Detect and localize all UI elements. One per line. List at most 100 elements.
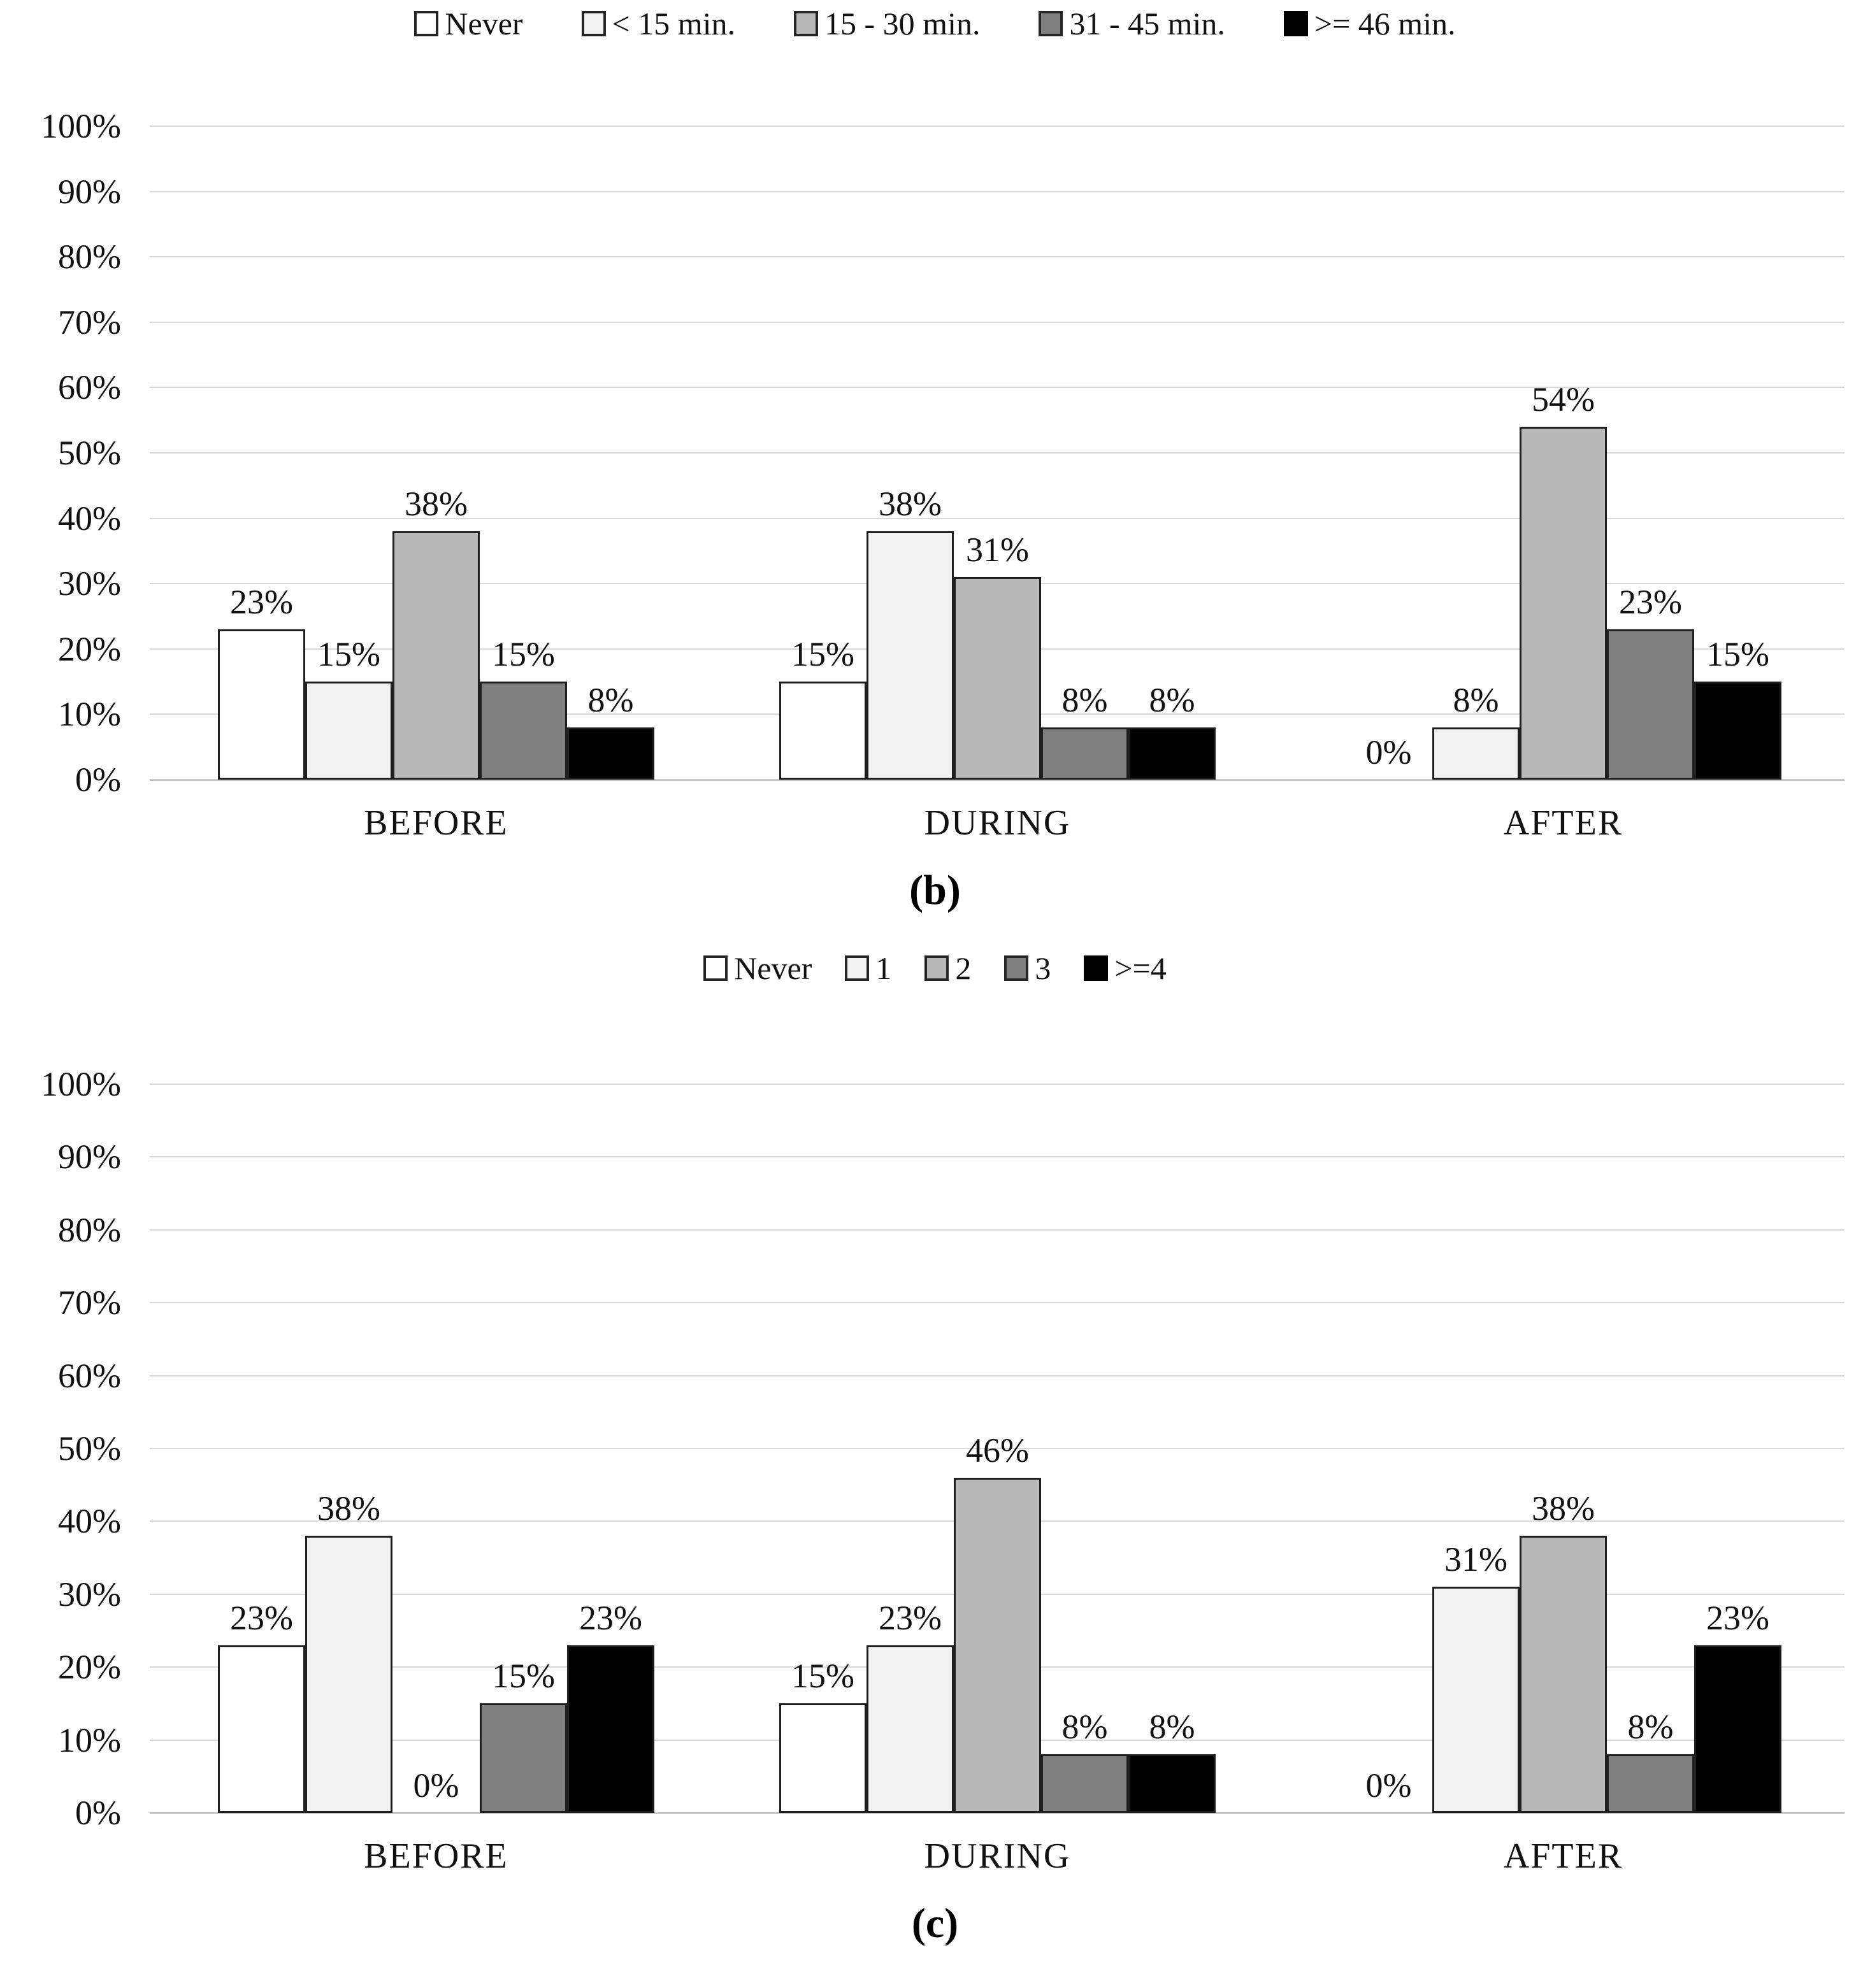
bar-during-series-0 <box>779 682 867 780</box>
chart-c-caption: (c) <box>911 1900 959 1947</box>
bar-after-series-3 <box>1607 629 1694 780</box>
bar-value-label: 8% <box>1627 1708 1674 1746</box>
legend-item-never: Never <box>414 5 523 42</box>
y-axis-tick-label: 60% <box>58 368 121 406</box>
bar-before-series-0 <box>218 629 305 780</box>
y-axis-tick-label: 100% <box>41 1065 121 1103</box>
y-axis-tick-label: 20% <box>58 630 121 668</box>
y-axis-tick-label: 60% <box>58 1357 121 1395</box>
gridline <box>150 452 1845 454</box>
bar-during-series-4 <box>1128 1754 1216 1813</box>
bar-after-series-2 <box>1520 1536 1607 1813</box>
y-axis-tick-label: 40% <box>58 499 121 538</box>
bar-value-label: 31% <box>966 531 1029 569</box>
chart-c-plot-area: 100% 90% 80% 70% 60% 50% 40% 30% 20% 10% 0% 23% 38% 0… <box>41 1065 1845 1875</box>
legend-label: 15 - 30 min. <box>824 6 981 41</box>
gridline <box>150 191 1845 192</box>
chart-c-legend: Never 1 2 3 >=4 <box>0 950 1870 987</box>
x-axis-category-label-after: AFTER <box>1503 803 1623 843</box>
gridline <box>150 322 1845 323</box>
gridline <box>150 1302 1845 1303</box>
bar-value-label: 8% <box>1061 681 1108 719</box>
legend-item-3: 3 <box>1004 950 1051 987</box>
y-axis-tick-label: 0% <box>75 1794 121 1832</box>
bar-before-series-3 <box>480 1703 567 1813</box>
y-axis-tick-label: 50% <box>58 434 121 472</box>
bar-before-series-4 <box>567 727 654 780</box>
bar-during-series-3 <box>1041 1754 1128 1813</box>
chart-b-plot-wrap: 100% 90% 80% 70% 60% 50% 40% 30% 20% 10% 0% 23% 15% 3… <box>41 107 1845 856</box>
bar-value-label: 15% <box>317 635 380 673</box>
x-axis-category-label-before: BEFORE <box>364 1836 508 1876</box>
gridline <box>150 1448 1845 1449</box>
bar-before-series-2 <box>392 531 480 780</box>
legend-item-2: 2 <box>924 950 971 987</box>
gridline <box>150 1156 1845 1157</box>
gridline <box>150 1083 1845 1085</box>
gridline <box>150 1229 1845 1231</box>
legend-swatch-icon <box>1039 11 1063 36</box>
bar-value-label: 31% <box>1444 1540 1507 1578</box>
x-axis-category-label-during: DURING <box>924 803 1071 843</box>
gridline <box>150 387 1845 388</box>
y-axis-tick-label: 70% <box>58 303 121 341</box>
legend-label: Never <box>445 6 523 41</box>
bar-value-label: 15% <box>791 1657 854 1695</box>
bar-before-series-3 <box>480 682 567 780</box>
legend-label: 1 <box>875 950 892 986</box>
y-axis-tick-label: 50% <box>58 1429 121 1468</box>
bar-before-series-0 <box>218 1645 305 1813</box>
legend-label: < 15 min. <box>612 6 736 41</box>
bar-before-series-4 <box>567 1645 654 1813</box>
bar-after-series-2 <box>1520 427 1607 780</box>
bar-during-series-2 <box>954 577 1041 780</box>
bar-value-label: 23% <box>1619 583 1682 621</box>
y-axis-tick-label: 80% <box>58 1211 121 1249</box>
bar-value-label: 23% <box>1706 1599 1769 1637</box>
bar-value-label: 0% <box>1365 733 1412 771</box>
bar-value-label: 38% <box>1532 1489 1595 1527</box>
chart-b-caption: (b) <box>909 867 961 913</box>
y-axis-tick-label: 70% <box>58 1284 121 1322</box>
y-axis-tick-label: 20% <box>58 1648 121 1686</box>
bar-value-label: 38% <box>879 485 942 523</box>
bar-value-label: 8% <box>1453 681 1499 719</box>
chart-b-plot-area: 100% 90% 80% 70% 60% 50% 40% 30% 20% 10% 0% 23% 15% 3… <box>41 107 1845 842</box>
bar-value-label: 0% <box>1365 1766 1412 1805</box>
legend-item-31-45-min-: 31 - 45 min. <box>1039 5 1225 42</box>
legend-swatch-icon <box>581 11 606 36</box>
bar-value-label: 38% <box>405 485 468 523</box>
bar-value-label: 23% <box>579 1599 642 1637</box>
chart-b-legend: Never < 15 min. 15 - 30 min. 31 - 45 min. >=… <box>0 5 1870 42</box>
bar-value-label: 23% <box>230 1599 293 1637</box>
y-axis-tick-label: 80% <box>58 238 121 276</box>
y-axis-tick-label: 100% <box>41 107 121 145</box>
y-axis-tick-label: 10% <box>58 1721 121 1759</box>
gridline <box>150 1375 1845 1377</box>
bar-after-series-3 <box>1607 1754 1694 1813</box>
bar-value-label: 23% <box>879 1599 942 1637</box>
bar-value-label: 38% <box>317 1489 380 1527</box>
x-axis-category-label-before: BEFORE <box>364 803 508 843</box>
bar-after-series-1 <box>1432 1587 1520 1813</box>
bar-after-series-4 <box>1694 682 1781 780</box>
bar-value-label: 15% <box>492 635 555 673</box>
legend-swatch-icon <box>414 11 439 36</box>
legend-label: 3 <box>1035 950 1051 986</box>
legend-item--15-min-: < 15 min. <box>581 5 736 42</box>
bar-before-series-1 <box>305 682 392 780</box>
bar-value-label: 8% <box>1149 681 1195 719</box>
chart-c-plot-wrap: 100% 90% 80% 70% 60% 50% 40% 30% 20% 10% 0% 23% 38% 0… <box>41 1065 1845 1889</box>
legend-swatch-icon <box>1004 955 1029 981</box>
x-axis-category-label-after: AFTER <box>1503 1836 1623 1876</box>
legend-swatch-icon <box>1283 11 1308 36</box>
y-axis-tick-label: 40% <box>58 1502 121 1540</box>
y-axis-tick-label: 30% <box>58 1575 121 1613</box>
bar-during-series-2 <box>954 1478 1041 1813</box>
bar-during-series-0 <box>779 1703 867 1813</box>
bar-during-series-1 <box>867 1645 954 1813</box>
bar-value-label: 8% <box>1061 1708 1108 1746</box>
bar-value-label: 54% <box>1532 380 1595 418</box>
bar-value-label: 8% <box>587 681 634 719</box>
legend-label: 31 - 45 min. <box>1069 6 1225 41</box>
